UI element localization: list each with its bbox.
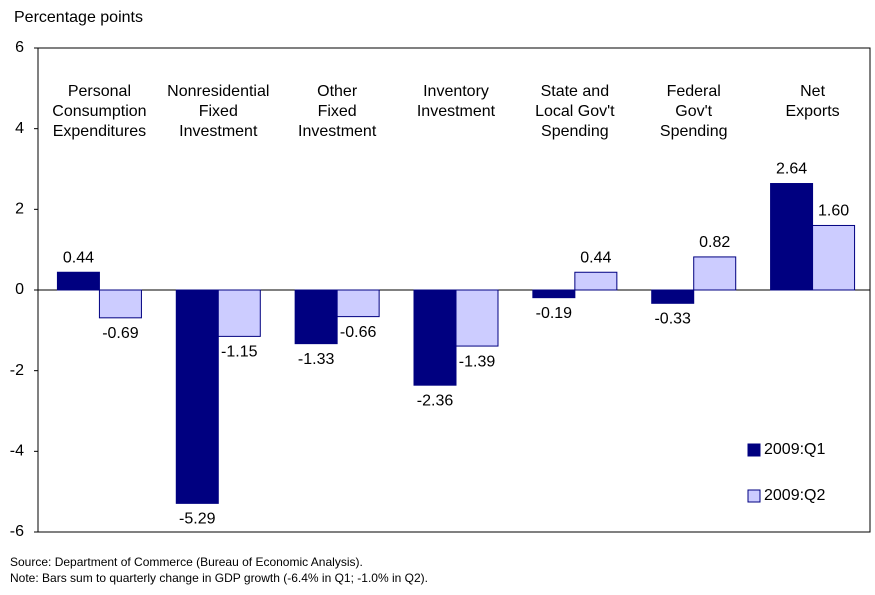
category-label: Nonresidential Fixed Investment xyxy=(167,83,269,140)
category-label: Federal Gov't Spending xyxy=(660,83,728,140)
value-label: -0.19 xyxy=(536,305,573,322)
bar xyxy=(98,289,142,319)
bar xyxy=(175,289,219,504)
value-label: 0.82 xyxy=(699,234,730,251)
y-tick-label: 6 xyxy=(15,39,24,56)
value-label: 1.60 xyxy=(818,203,849,220)
category-label: Other Fixed Investment xyxy=(298,83,377,140)
value-label: -0.66 xyxy=(340,324,377,341)
value-label: -0.33 xyxy=(654,311,691,328)
bar xyxy=(217,289,261,337)
legend-swatch xyxy=(747,443,761,457)
legend-label: 2009:Q1 xyxy=(764,441,825,458)
value-label: -1.33 xyxy=(298,351,335,368)
bar xyxy=(812,224,856,291)
note: Note: Bars sum to quarterly change in GD… xyxy=(10,571,428,585)
category-label: State and Local Gov't Spending xyxy=(535,83,615,140)
bar xyxy=(336,289,380,318)
y-tick-label: -2 xyxy=(10,362,24,379)
y-axis-label: Percentage points xyxy=(14,9,143,26)
y-tick-label: -6 xyxy=(10,523,24,540)
source-note: Source: Department of Commerce (Bureau o… xyxy=(10,555,363,569)
category-label: Net Exports xyxy=(785,83,839,120)
y-tick-label: 4 xyxy=(15,120,24,137)
value-label: 0.44 xyxy=(580,249,611,266)
bar xyxy=(455,289,499,347)
legend-label: 2009:Q2 xyxy=(764,487,825,504)
bar xyxy=(294,289,338,345)
y-tick-label: 0 xyxy=(15,281,24,298)
category-label: Personal Consumption Expenditures xyxy=(52,83,146,140)
y-tick-label: 2 xyxy=(15,201,24,218)
bar xyxy=(693,256,737,291)
bar xyxy=(532,289,576,299)
value-label: -1.39 xyxy=(459,353,496,370)
value-label: -0.69 xyxy=(102,325,139,342)
value-label: -1.15 xyxy=(221,344,258,361)
bar xyxy=(56,271,100,291)
value-label: 0.44 xyxy=(63,249,94,266)
bar xyxy=(770,183,814,291)
bar xyxy=(413,289,457,386)
bar xyxy=(574,271,618,291)
category-label: Inventory Investment xyxy=(417,83,496,120)
value-label: -5.29 xyxy=(179,511,216,528)
value-label: 2.64 xyxy=(776,161,807,178)
value-label: -2.36 xyxy=(417,392,454,409)
y-tick-label: -4 xyxy=(10,443,24,460)
bar xyxy=(651,289,695,304)
legend-swatch xyxy=(747,489,761,503)
